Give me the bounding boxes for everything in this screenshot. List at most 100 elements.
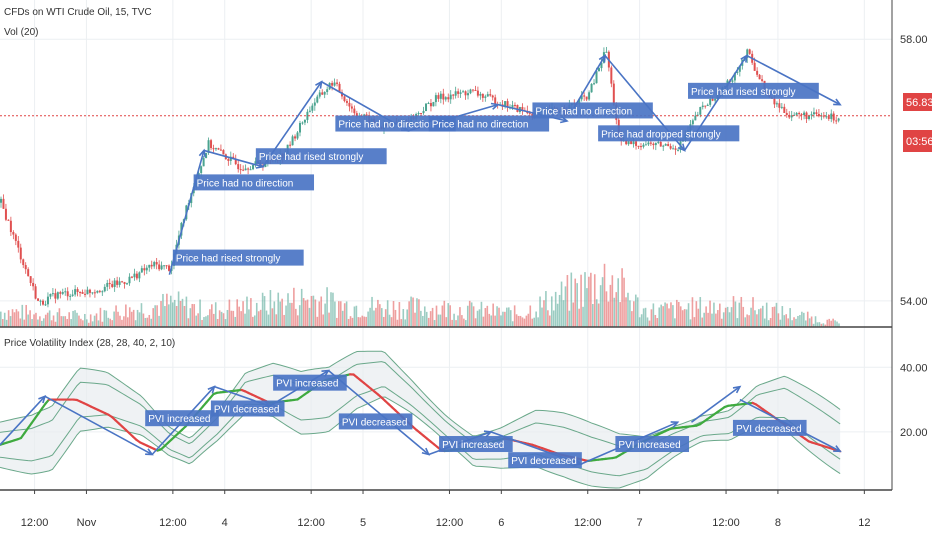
candle-body [24,265,27,270]
candle-body [464,91,467,96]
price-note-4: Price had no direction [428,115,550,132]
trend-annotations: Price had rised strongly Price had no dir… [145,82,819,469]
volume-bar [232,310,235,327]
pvi-note-7: PVI decreased [732,419,807,436]
volume-bar [562,300,565,327]
volume-bar [175,305,178,327]
candle-body [758,74,761,80]
volume-bar [295,308,297,327]
volume-bar [777,313,780,327]
candle-body [605,51,608,53]
volume-bar [724,307,727,327]
candle-body [444,97,447,100]
volume-bar [756,314,758,327]
volume-bar [478,309,481,327]
volume-bar [416,298,418,327]
volume-bar [242,301,244,327]
candle-body [756,70,759,75]
volume-bar [197,313,199,327]
volume-bar [136,309,139,327]
candle-body [674,148,677,150]
volume-bar [365,316,367,327]
candle-body [200,166,203,173]
volume-bar [281,298,283,327]
volume-bar [408,301,410,327]
volume-bar [380,308,383,327]
price-note-6: Price had dropped strongly [598,125,740,142]
x-tick-label-5: 5 [360,517,366,529]
countdown-bg [903,130,932,152]
volume-bar [717,310,719,327]
candle-body [642,144,645,147]
candle-body [291,136,294,146]
volume-bar [463,318,465,327]
candle-body [321,92,324,95]
candle-body [837,118,840,121]
volume-bar [130,311,133,327]
candle-body [353,108,356,114]
volume-bar [695,301,698,327]
volume-bar [836,321,838,327]
price-note-6-bg [598,125,740,142]
price-note-2-bg [255,148,387,165]
price-note-1: Price had no direction [193,174,315,191]
candle-body [827,116,830,119]
volume-bar [375,307,377,327]
candle-body [101,291,104,293]
pvi-note-5-bg [508,452,582,469]
volume-bar [687,303,690,327]
candle-body [214,148,217,150]
volume-bar [404,319,407,327]
candle-body [800,114,803,116]
candle-body [585,96,588,100]
candle-body [647,142,650,145]
volume-bar [564,286,567,327]
volume-bar [541,307,543,327]
volume-bar [525,315,528,327]
volume-bar [474,318,477,327]
volume-bar [3,312,6,327]
candle-body [121,281,124,283]
volume-bar [82,320,84,327]
volume-bar [654,314,657,327]
candle-body [37,298,40,301]
candle-body [202,158,205,167]
volume-bar [781,306,784,327]
candle-body [506,101,509,108]
candle-body [345,101,348,103]
volume-bar [58,308,61,327]
candle-body [4,208,7,220]
volume-bar [429,311,432,327]
candle-body [219,149,222,151]
volume-bar [674,318,676,327]
volume-bar [289,302,291,327]
pvi-arrow-0 [0,395,46,446]
candle-body [427,103,430,105]
volume-bar [109,318,112,327]
volume-bar [549,315,551,327]
volume-bar [455,320,457,327]
pvi-note-5: PVI decreased [508,452,582,469]
volume-bar [634,294,637,327]
pvi-tick-label-0: 40.00 [900,362,928,374]
volume-bar [427,317,430,327]
candle-body [217,148,220,150]
volume-bar [168,304,170,327]
price-note-7-bg [688,82,819,99]
volume-bar [676,299,678,327]
candle-body [753,62,756,71]
candle-body [454,91,457,96]
candle-body [227,159,230,161]
volume-bar [377,299,379,327]
volume-bar [107,317,110,327]
volume-bar [296,315,299,327]
volume-bar [668,308,670,327]
volume-bar [146,317,149,327]
volume-bar [349,316,352,327]
volume-bar [771,307,774,327]
candle-body [808,115,811,119]
volume-bar [775,302,778,327]
volume-bar [760,308,762,327]
candle-body [244,168,247,171]
pvi-note-3: PVI decreased [338,413,413,430]
